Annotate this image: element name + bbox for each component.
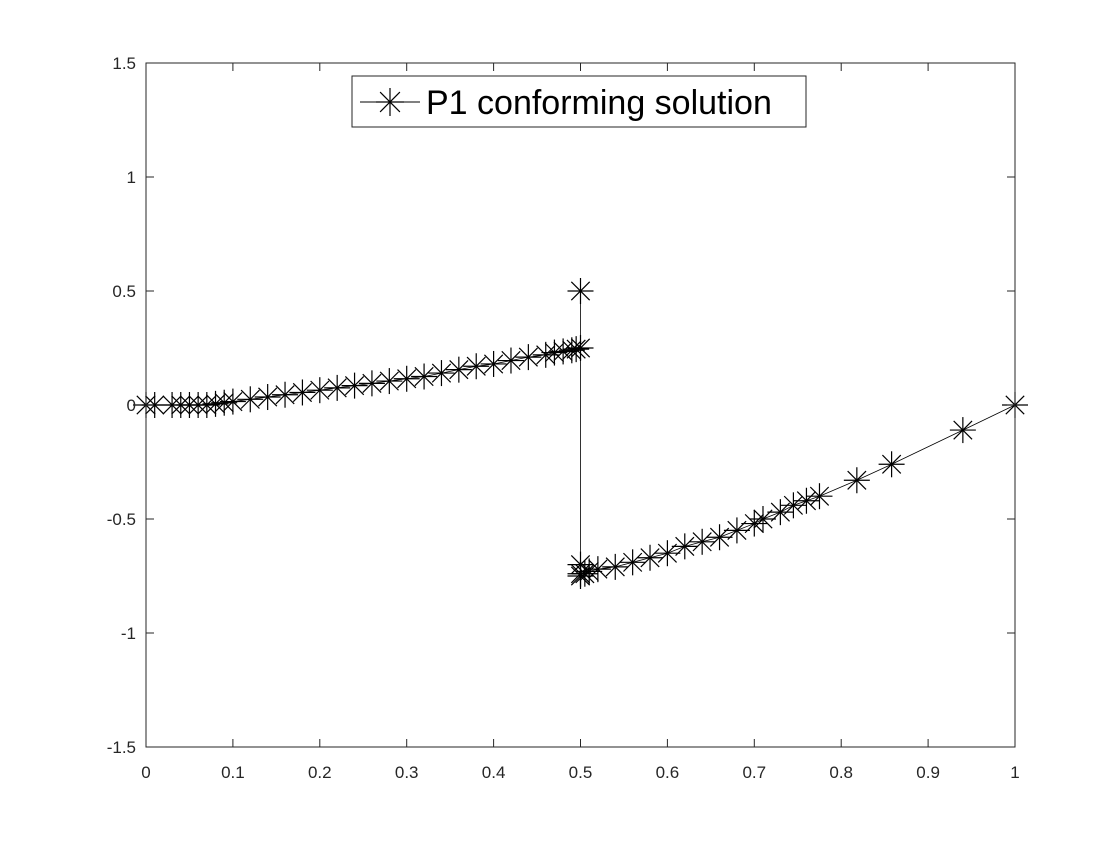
data-point <box>289 379 316 406</box>
data-point <box>558 337 585 364</box>
data-point <box>567 278 594 304</box>
data-point <box>306 377 333 404</box>
data-point <box>749 506 776 532</box>
data-point <box>654 540 681 567</box>
y-tick-label: -0.5 <box>107 510 136 529</box>
x-tick-label: 0 <box>141 763 150 782</box>
y-tick-label: 1 <box>127 168 136 187</box>
data-point <box>463 353 490 380</box>
x-tick-label: 0.1 <box>221 763 245 782</box>
data-point <box>219 388 246 415</box>
x-tick-label: 0.4 <box>482 763 506 782</box>
x-tick-label: 1 <box>1010 763 1019 782</box>
data-point <box>445 356 472 383</box>
data-point <box>584 556 611 583</box>
data-point <box>376 368 403 395</box>
data-point <box>428 360 455 387</box>
y-tick-label: 0.5 <box>112 282 136 301</box>
data-point <box>254 384 281 411</box>
data-point <box>619 549 646 576</box>
data-point <box>376 88 404 116</box>
data-point <box>949 417 976 444</box>
data-point <box>671 533 698 560</box>
x-tick-label: 0.5 <box>569 763 593 782</box>
data-point <box>480 350 507 377</box>
y-axis: -1.5 -1 -0.5 0 0.5 1 1.5 <box>107 54 1015 757</box>
data-point <box>272 381 299 408</box>
data-point <box>706 524 733 551</box>
x-tick-label: 0.9 <box>916 763 940 782</box>
data-point <box>358 370 385 397</box>
data-point <box>878 451 905 478</box>
data-point <box>341 372 368 399</box>
data-point <box>497 347 524 374</box>
data-point <box>515 344 542 371</box>
data-point <box>602 553 629 580</box>
y-tick-label: -1 <box>121 624 136 643</box>
y-tick-label: 1.5 <box>112 54 136 73</box>
data-point <box>780 492 807 519</box>
legend: P1 conforming solution <box>351 75 807 128</box>
legend-label: P1 conforming solution <box>426 84 772 122</box>
y-tick-label: -1.5 <box>107 738 136 757</box>
data-point <box>563 336 590 363</box>
data-point <box>567 335 594 361</box>
x-tick-label: 0.2 <box>308 763 332 782</box>
data-point <box>723 517 750 544</box>
data-point <box>237 386 264 413</box>
data-point <box>202 390 229 417</box>
x-tick-label: 0.3 <box>395 763 419 782</box>
data-point <box>843 467 870 494</box>
data-point <box>806 483 833 510</box>
data-point <box>324 374 351 401</box>
data-point <box>193 392 220 418</box>
data-point <box>689 528 716 555</box>
data-point <box>767 499 794 526</box>
x-tick-label: 0.7 <box>742 763 766 782</box>
legend-box <box>351 75 807 128</box>
data-point <box>411 363 438 390</box>
data-point <box>637 544 664 571</box>
plot-content <box>133 278 1028 589</box>
legend-asterisk-marker <box>376 88 404 116</box>
x-axis: 0 0.1 0.2 0.3 0.4 0.5 0.6 0.7 0.8 0.9 1 <box>141 63 1020 782</box>
y-tick-label: 0 <box>127 396 136 415</box>
x-tick-label: 0.8 <box>829 763 853 782</box>
data-point <box>393 365 420 392</box>
x-tick-label: 0.6 <box>656 763 680 782</box>
